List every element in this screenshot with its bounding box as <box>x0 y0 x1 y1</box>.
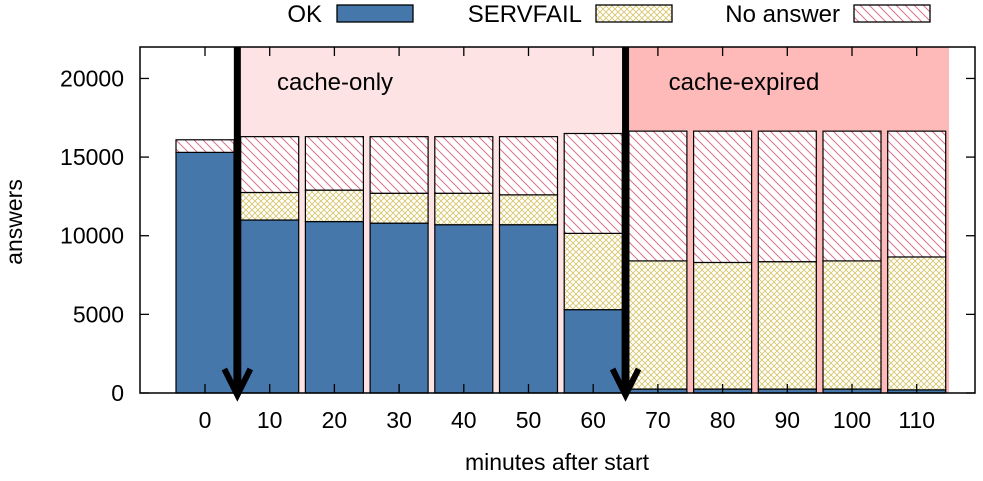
bar-ok-30 <box>369 222 429 394</box>
bar-no-answer-40 <box>434 136 494 194</box>
x-tick-label: 70 <box>645 407 671 433</box>
y-tick-label: 5000 <box>73 301 124 327</box>
bar-ok-60 <box>563 309 623 394</box>
bar-no-answer-70 <box>628 130 688 262</box>
plot-frame <box>139 46 976 394</box>
y-axis-label: answers <box>1 179 27 265</box>
bar-servfail-70 <box>628 260 688 390</box>
bar-servfail-20 <box>304 189 364 223</box>
x-axis: 0 10 20 30 40 50 60 70 80 90 100 110 <box>199 47 935 433</box>
event-marker-arrowhead <box>609 367 642 402</box>
legend-swatch-ok <box>336 4 414 23</box>
legend-label-servfail: SERVFAIL <box>468 1 582 28</box>
bar-no-answer-0 <box>175 139 235 153</box>
x-tick-label: 30 <box>386 407 412 433</box>
legend-swatch-no-answer <box>853 4 931 23</box>
x-tick-label: 20 <box>322 407 348 433</box>
bar-servfail-40 <box>434 192 494 226</box>
x-tick-label: 10 <box>257 407 283 433</box>
bars-layer <box>175 130 947 394</box>
bar-no-answer-90 <box>757 130 817 263</box>
bar-ok-10 <box>240 219 300 394</box>
y-tick-label: 20000 <box>60 65 124 91</box>
bar-no-answer-50 <box>498 136 559 196</box>
region-label-cache-only: cache-only <box>277 69 393 96</box>
bar-no-answer-30 <box>369 136 429 194</box>
region-label-cache-expired: cache-expired <box>669 69 820 96</box>
bar-servfail-50 <box>498 194 559 226</box>
x-tick-label: 0 <box>199 407 212 433</box>
x-tick-label: 100 <box>833 407 871 433</box>
bar-no-answer-100 <box>822 130 882 262</box>
x-tick-label: 40 <box>451 407 477 433</box>
legend-swatch-servfail <box>595 4 673 23</box>
bar-ok-40 <box>434 224 494 394</box>
bar-servfail-90 <box>757 261 817 390</box>
bar-servfail-60 <box>563 232 623 311</box>
region-cache-only <box>237 47 626 393</box>
bar-no-answer-80 <box>692 130 753 264</box>
y-axis: 0 5000 10000 15000 20000 <box>60 65 975 406</box>
y-tick-label: 15000 <box>60 144 124 170</box>
bar-no-answer-110 <box>887 130 947 258</box>
bar-ok-0 <box>175 151 235 394</box>
bar-servfail-10 <box>240 191 300 221</box>
x-tick-label: 80 <box>710 407 736 433</box>
bar-no-answer-60 <box>563 132 623 234</box>
x-axis-label: minutes after start <box>465 449 650 475</box>
x-tick-label: 60 <box>580 407 606 433</box>
legend-label-no-answer: No answer <box>725 1 840 28</box>
legend-label-ok: OK <box>287 1 322 28</box>
bar-no-answer-20 <box>304 136 364 191</box>
event-markers <box>221 47 642 402</box>
x-tick-label: 50 <box>516 407 542 433</box>
y-tick-label: 10000 <box>60 223 124 249</box>
bar-ok-50 <box>498 224 559 394</box>
bar-servfail-110 <box>887 256 947 391</box>
x-tick-label: 110 <box>898 407 935 433</box>
y-tick-label: 0 <box>111 380 124 406</box>
bar-servfail-100 <box>822 260 882 390</box>
x-tick-label: 90 <box>775 407 801 433</box>
bar-servfail-80 <box>692 261 753 390</box>
legend: OK SERVFAIL No answer <box>287 1 931 28</box>
bar-no-answer-10 <box>240 136 300 194</box>
bar-ok-20 <box>304 220 364 394</box>
event-marker-arrowhead <box>221 367 254 402</box>
bar-servfail-30 <box>369 192 429 224</box>
